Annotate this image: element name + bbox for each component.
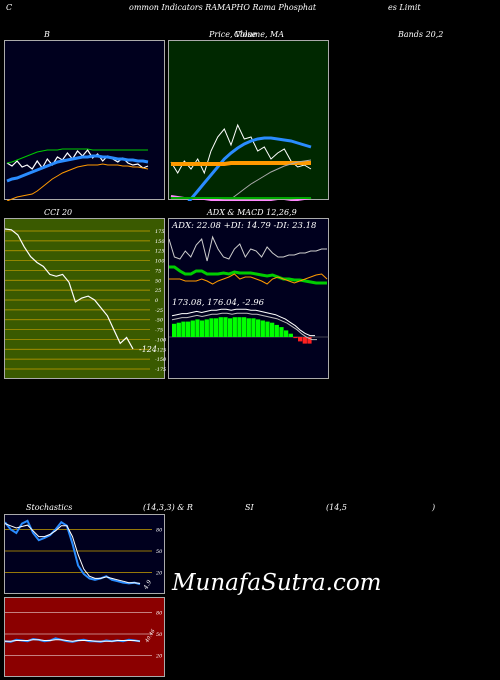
cci-tick-label: -125 [155, 347, 166, 353]
macd-bar [298, 337, 303, 342]
macd-bar [237, 317, 242, 337]
cci-tick-label: 125 [155, 249, 165, 255]
cci-tick-label: 50 [155, 278, 162, 284]
stoch-tick-label: 80 [156, 527, 163, 533]
adx-adx_orange-line [169, 273, 328, 285]
cci-tick-label: 75 [155, 268, 161, 274]
bollinger-upper-line [6, 148, 148, 164]
cci-tick-label: -100 [155, 337, 166, 343]
macd-bar [302, 337, 307, 344]
macd-bar [288, 333, 293, 337]
macd-bar [218, 317, 223, 337]
rsi-tick-label: 80 [156, 610, 163, 616]
stoch-panel: 80 50 20 4.9 [4, 514, 165, 594]
macd-bar [209, 318, 214, 337]
stoch-tick-label: 20 [155, 571, 163, 577]
bollinger-lower-line [6, 163, 149, 201]
cci-tick-label: 0 [155, 298, 159, 304]
macd-bar [274, 324, 279, 337]
macd-bar [172, 323, 177, 337]
cci-line [5, 228, 134, 350]
macd-bar [307, 337, 312, 344]
macd-bar [270, 322, 275, 337]
macd-bar [204, 319, 209, 337]
stoch-chart: 80 50 204.9 [5, 519, 163, 592]
cci-tick-label: -175 [155, 367, 166, 373]
cci-title: CCI 20 [44, 208, 73, 217]
macd-bar [279, 327, 284, 337]
macd-bar [293, 337, 298, 339]
macd-bar [260, 320, 265, 337]
macd-bar [200, 320, 205, 337]
macd-bar [214, 318, 219, 337]
price-title-overlap: Close [234, 30, 257, 39]
bands-title-right: Bands 20,2 [398, 30, 444, 39]
cci-panel: 175 150 125 100 75 50 25 0 -25 -50 -75 -100 -125 -150… [4, 218, 166, 379]
macd-bar [228, 318, 233, 337]
adx-title: ADX & MACD 12,26,9 [207, 208, 297, 217]
macd-bar [186, 321, 191, 337]
cci-tick-label: -50 [155, 318, 164, 324]
macd-bar [256, 319, 261, 337]
adx-adx_white-line [169, 235, 327, 262]
macd-bar [284, 330, 289, 337]
header-part-3: es Limit [388, 3, 421, 12]
macd-bar [195, 319, 200, 337]
watermark: MunafaSutra.com [172, 570, 382, 596]
macd-values: 173.08, 176.04, -2.96 [172, 298, 265, 308]
bands-title-left: B [44, 30, 50, 39]
adx-panel: ADX: 22.08 +DI: 14.79 -DI: 23.18 173.08,… [168, 218, 329, 379]
cci-tick-label: -75 [155, 328, 163, 334]
cci-tick-label: 100 [155, 259, 165, 265]
price-ma_short-line [187, 136, 312, 201]
macd-bar [232, 317, 237, 337]
stoch-last-label: 4.9 [142, 579, 153, 592]
cci-tick-label: -25 [155, 308, 163, 314]
cci-tick-label: 175 [155, 229, 165, 235]
cci-tick-label: 25 [154, 288, 161, 294]
bollinger-panel [4, 40, 165, 201]
stoch-d-line [5, 523, 141, 584]
bollinger-middle-line [6, 154, 149, 183]
stoch-title-b: (14,3,3) & R [143, 503, 193, 512]
cci-chart: 175 150 125 100 75 50 25 0 -25 -50 -75 -100 -125 -150… [5, 228, 166, 373]
stoch-k-line [5, 519, 141, 586]
adx-macd-chart [169, 235, 329, 344]
price-title: Price, Volume, MA [209, 30, 285, 39]
header-part-2: ommon Indicators RAMAPHO Rama Phosphat [129, 3, 317, 12]
rsi-tick-label: 50 [156, 632, 163, 638]
macd-line [171, 312, 317, 341]
stoch-title-a: Stochastics [26, 503, 73, 512]
rsi-rsi_ma-line [5, 639, 141, 642]
stoch-tick-label: 50 [156, 549, 163, 555]
macd-bar [223, 317, 228, 337]
macd-bar [246, 318, 251, 337]
macd-bar [181, 321, 186, 337]
price-panel [168, 40, 329, 201]
price-ma_long_white-line [227, 159, 312, 201]
header-part-1: C [6, 3, 13, 12]
cci-tick-label: 150 [155, 239, 165, 245]
macd-bar [176, 322, 181, 337]
cci-last-label: -124 [139, 345, 157, 354]
bollinger-chart [6, 148, 149, 201]
price-ma_long_orange-line [171, 161, 311, 166]
rsi-title-c: ) [432, 503, 436, 512]
rsi-panel: 80 50 20 40.46 [4, 597, 165, 677]
adx-values: ADX: 22.08 +DI: 14.79 -DI: 23.18 [172, 221, 317, 231]
rsi-title-a: SI [245, 503, 254, 512]
rsi-tick-label: 20 [155, 654, 163, 660]
macd-bar [190, 320, 195, 337]
rsi-title-b: (14,5 [326, 503, 347, 512]
price-chart [170, 123, 312, 201]
macd-bar [251, 318, 256, 337]
macd-bar [242, 317, 247, 337]
macd-signal-line [171, 308, 315, 337]
cci-tick-label: -150 [155, 357, 166, 363]
macd-bar [265, 321, 270, 337]
